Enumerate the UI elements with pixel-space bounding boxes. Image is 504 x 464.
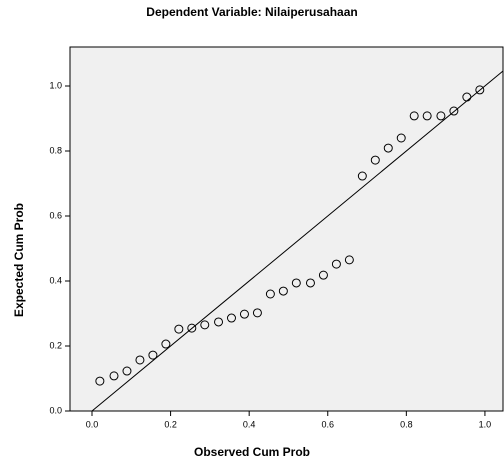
point (226, 313, 236, 323)
point (109, 371, 119, 381)
point (462, 92, 472, 102)
point (318, 270, 328, 280)
point (265, 289, 275, 299)
y-tick-label: 0.0 (49, 405, 62, 415)
y-tick-label: 1.0 (49, 80, 62, 90)
y-tick-label: 0.2 (49, 340, 62, 350)
point (148, 350, 158, 360)
x-tick-label: 0.6 (321, 419, 334, 429)
y-tick-label: 0.4 (49, 275, 62, 285)
x-tick-label: 0.0 (86, 419, 99, 429)
plot-area (69, 46, 504, 412)
x-tick-label: 1.0 (479, 419, 492, 429)
point (187, 323, 197, 333)
point (344, 255, 354, 265)
y-tick-label: 0.6 (49, 210, 62, 220)
point (475, 85, 485, 95)
point (161, 339, 171, 349)
point (422, 111, 432, 121)
x-tick-label: 0.2 (164, 419, 177, 429)
y-tick-label: 0.8 (49, 145, 62, 155)
point (383, 143, 393, 153)
x-tick-label: 0.4 (243, 419, 256, 429)
point (291, 278, 301, 288)
point (357, 171, 367, 181)
point (200, 320, 210, 330)
point (370, 155, 380, 165)
point (239, 309, 249, 319)
point (95, 376, 105, 386)
point (409, 111, 419, 121)
point (135, 355, 145, 365)
point (122, 366, 132, 376)
chart-title: Dependent Variable: Nilaiperusahaan (146, 5, 357, 19)
point (174, 324, 184, 334)
point (436, 111, 446, 121)
point (305, 278, 315, 288)
point (396, 133, 406, 143)
point (331, 259, 341, 269)
point (252, 308, 262, 318)
reference-line (91, 70, 504, 412)
x-axis-label: Observed Cum Prob (194, 445, 310, 459)
point (278, 286, 288, 296)
point (214, 317, 224, 327)
x-tick-label: 0.8 (400, 419, 413, 429)
y-axis-label: Expected Cum Prob (12, 203, 26, 317)
point (449, 106, 459, 116)
